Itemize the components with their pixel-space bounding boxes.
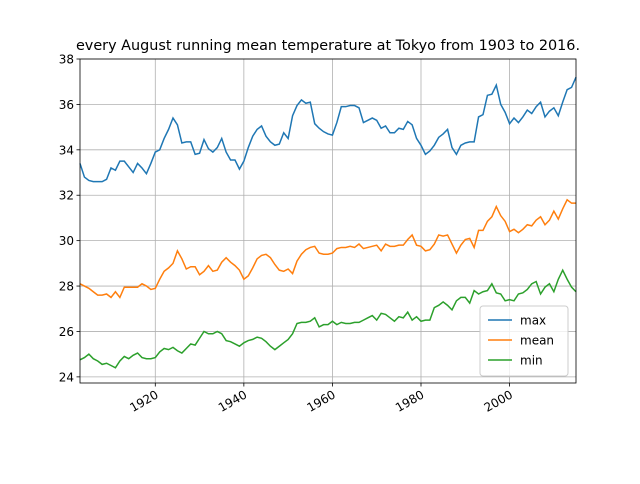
chart-title: every August running mean temperature at… xyxy=(76,38,580,54)
legend-box xyxy=(479,305,569,377)
y-tick-label: 36 xyxy=(59,98,74,112)
y-tick-label: 34 xyxy=(59,143,74,157)
legend-label: mean xyxy=(520,334,554,348)
x-tick-label: 1960 xyxy=(304,387,337,414)
data-line xyxy=(79,198,576,299)
y-tick-label: 26 xyxy=(59,325,74,339)
y-tick-label: 38 xyxy=(59,53,74,67)
x-tick-label: 1980 xyxy=(393,387,426,414)
y-tick-label: 30 xyxy=(59,234,74,248)
legend-label: min xyxy=(520,354,543,368)
x-tick-label: 1940 xyxy=(216,387,249,414)
data-line xyxy=(79,268,577,369)
y-tick-label: 28 xyxy=(59,280,74,294)
plot-frame xyxy=(79,58,577,384)
x-tick-label: 1920 xyxy=(127,387,160,414)
y-tick-label: 24 xyxy=(59,370,74,384)
data-line xyxy=(79,76,577,183)
legend-label: max xyxy=(520,314,546,328)
y-tick-label: 32 xyxy=(59,189,74,203)
x-tick-label: 2000 xyxy=(482,387,515,414)
